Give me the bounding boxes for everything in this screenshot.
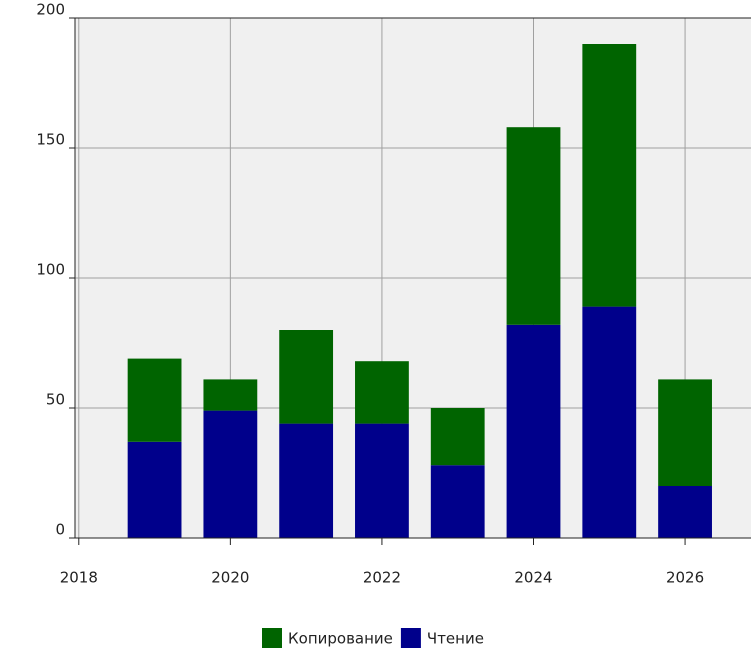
y-tick-label: 100 <box>36 261 65 279</box>
legend-label: Копирование <box>288 630 393 648</box>
legend-label: Чтение <box>427 630 484 648</box>
bar-segment <box>582 306 637 538</box>
legend-swatch <box>400 628 421 648</box>
bar-segment <box>430 408 485 466</box>
x-tick-label: 2024 <box>514 569 552 587</box>
bar-segment <box>658 379 712 486</box>
bar-segment <box>506 127 561 325</box>
bar-segment <box>430 465 485 538</box>
bar-segment <box>127 441 182 538</box>
bar-segment <box>506 324 561 538</box>
y-tick-label: 150 <box>36 131 65 149</box>
bar-segment <box>203 379 258 411</box>
x-tick-label: 2022 <box>363 569 401 587</box>
x-tick-label: 2026 <box>666 569 704 587</box>
bar-segment <box>279 423 334 538</box>
bar-segment <box>355 423 409 538</box>
bar-segment <box>582 44 637 307</box>
bar-segment <box>355 361 409 424</box>
y-tick-label: 0 <box>55 521 65 539</box>
x-tick-label: 2018 <box>60 569 98 587</box>
bar-segment <box>127 358 182 442</box>
x-tick-label: 2020 <box>211 569 249 587</box>
bar-segment <box>279 330 334 424</box>
bar-segment <box>658 486 712 538</box>
y-tick-label: 200 <box>36 1 65 19</box>
bar-segment <box>203 410 258 538</box>
y-tick-label: 50 <box>46 391 65 409</box>
legend-swatch <box>262 628 282 648</box>
